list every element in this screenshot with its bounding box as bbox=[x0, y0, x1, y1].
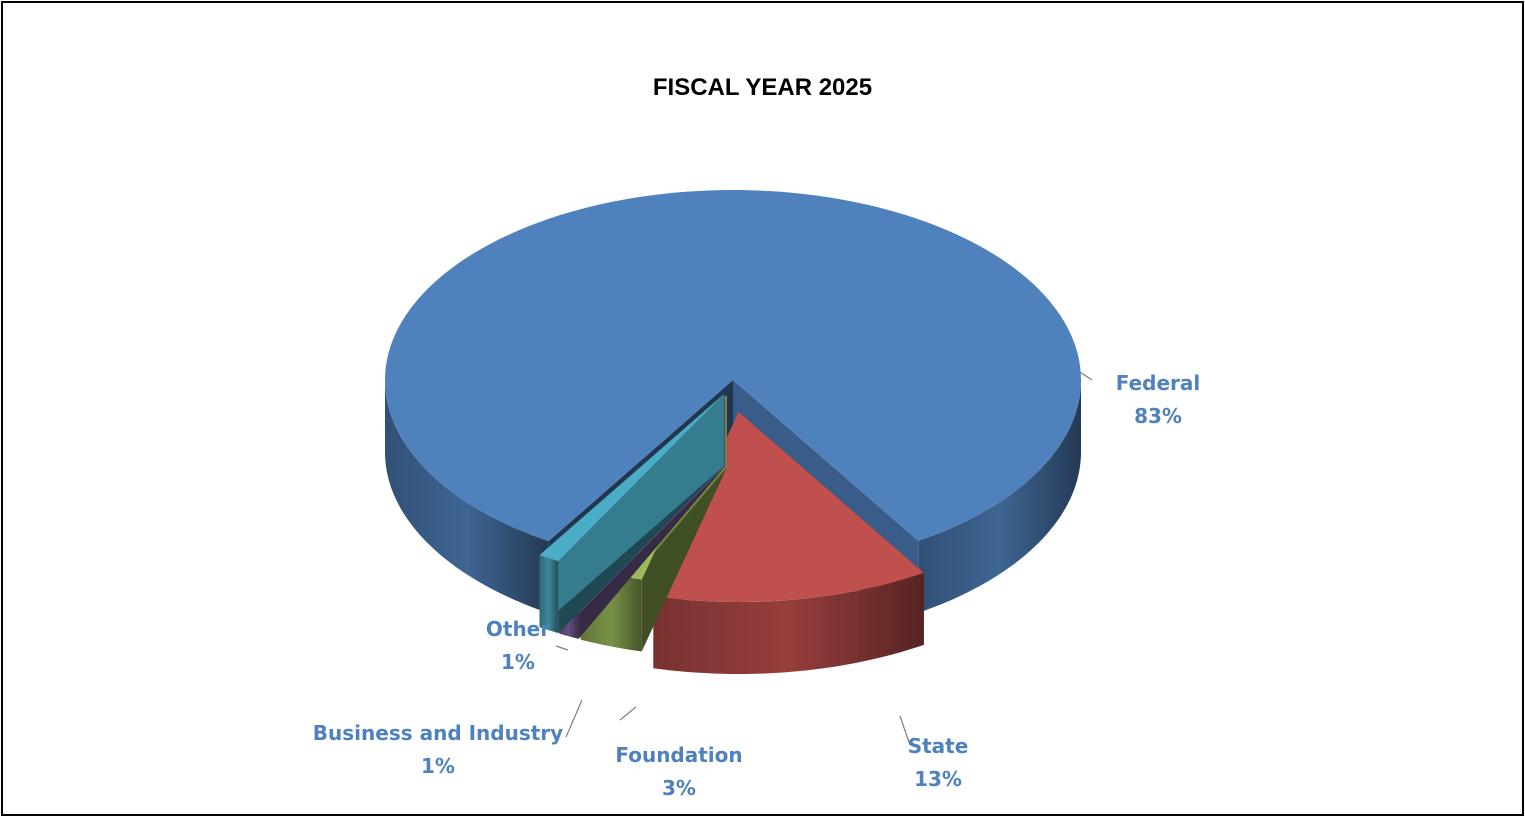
data-value-state: 13% bbox=[914, 767, 962, 791]
pie-slice-federal-side bbox=[918, 380, 1081, 613]
data-value-foundation: 3% bbox=[662, 776, 696, 800]
pie-slice-federal-top bbox=[385, 190, 1081, 542]
data-label-state: State bbox=[908, 734, 969, 758]
data-label-business-and-industry: Business and Industry bbox=[313, 721, 563, 745]
data-label-foundation: Foundation bbox=[615, 743, 742, 767]
chart-title: FISCAL YEAR 2025 bbox=[652, 74, 873, 101]
leader-line-federal bbox=[1079, 371, 1093, 381]
leader-line-state bbox=[899, 715, 911, 746]
pie-slice-other bbox=[539, 393, 724, 634]
pie-slice-other-top bbox=[539, 393, 724, 562]
pie-slice-state-side bbox=[653, 572, 924, 674]
leader-line-business-and-industry bbox=[565, 699, 583, 738]
leader-line-foundation bbox=[619, 706, 637, 721]
data-value-federal: 83% bbox=[1134, 404, 1182, 428]
leader-line-other bbox=[555, 645, 569, 651]
data-value-business-and-industry: 1% bbox=[421, 754, 455, 778]
data-value-other: 1% bbox=[501, 650, 535, 674]
data-label-other: Other bbox=[486, 617, 550, 641]
pie-slice-other-side bbox=[539, 555, 559, 634]
data-label-federal: Federal bbox=[1116, 371, 1201, 395]
pie-slice-other-cut-face bbox=[539, 393, 724, 628]
pie-slice-federal-side bbox=[385, 380, 549, 614]
